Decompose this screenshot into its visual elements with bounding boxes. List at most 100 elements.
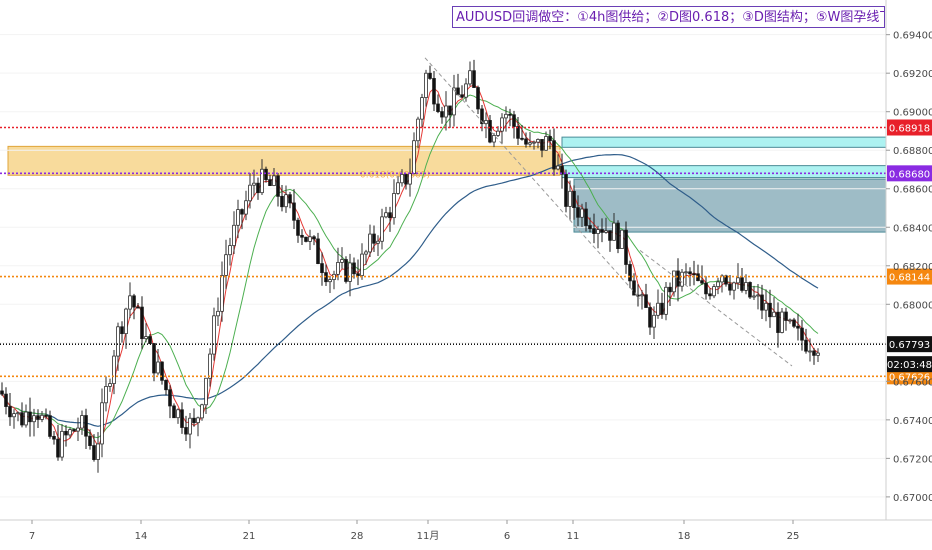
x-tick-label: 6 (504, 531, 510, 542)
candle-body (56, 438, 60, 458)
candle-body (744, 282, 748, 291)
candle-body (4, 393, 8, 407)
level-label: 0.68144 (889, 273, 930, 284)
x-tick-label: 21 (243, 531, 256, 542)
candle-body (16, 412, 20, 415)
candle-body (76, 427, 80, 432)
zone-orange (7, 145, 561, 176)
y-tick-label: 0.67200 (893, 454, 932, 465)
candle-body (256, 182, 260, 194)
candle-body (732, 282, 736, 291)
candle-body (452, 87, 456, 116)
candle-body (112, 355, 116, 384)
candle-body (164, 379, 168, 391)
candle-body (88, 435, 92, 446)
candle-body (120, 326, 124, 335)
candle-body (340, 259, 344, 263)
candle-body (132, 295, 136, 308)
candle-body (676, 270, 680, 287)
candle-body (416, 118, 420, 142)
candle-body (644, 294, 648, 308)
candles-layer (0, 59, 820, 473)
candle-body (116, 326, 120, 357)
x-tick-label: 7 (29, 531, 35, 542)
candle-body (596, 229, 600, 234)
candle-body (532, 141, 536, 144)
candle-body (272, 175, 276, 186)
candle-body (444, 105, 448, 118)
candle-body (224, 254, 228, 276)
level-label: 0.67793 (889, 340, 930, 351)
candle-body (68, 429, 72, 436)
candle-body (268, 179, 272, 186)
candle-body (508, 113, 512, 116)
fib-label: 0.618(0.68665) (360, 170, 430, 180)
levels-layer: 0.68918 0.68680 0.68144 0.67793 0.6762602:03… (0, 119, 932, 385)
trend-lines (424, 57, 793, 367)
level-badge (887, 268, 932, 285)
level-label: 0.67626 (889, 372, 930, 383)
candle-body (624, 229, 628, 265)
x-tick-label: 25 (787, 531, 800, 542)
y-tick-label: 0.67400 (893, 416, 932, 427)
candle-body (20, 412, 24, 426)
candle-body (616, 222, 620, 249)
candle-body (572, 190, 576, 209)
candle-body (280, 195, 284, 208)
candle-body (200, 404, 204, 419)
level-badge (887, 368, 932, 385)
y-tick-label: 0.69000 (893, 108, 932, 119)
candle-body (664, 286, 668, 315)
candle-body (380, 216, 384, 242)
candle-body (228, 245, 232, 256)
candle-body (632, 280, 636, 296)
candle-body (608, 230, 612, 241)
trend-line-lower (639, 249, 793, 367)
candle-body (284, 194, 288, 208)
candle-body (464, 83, 468, 98)
candle-body (176, 409, 180, 419)
countdown-badge (887, 356, 932, 373)
time-axis: 7 14 21 28 11月 6 11 18 25 (29, 520, 800, 542)
candle-body (412, 140, 416, 175)
candle-body (736, 277, 740, 284)
trend-line-upper (424, 57, 641, 299)
candle-body (680, 271, 684, 287)
candle-body (300, 234, 304, 238)
candle-body (336, 262, 340, 275)
candle-body (148, 336, 152, 344)
candle-body (564, 173, 568, 207)
candle-body (804, 339, 808, 352)
level-label: 0.68680 (889, 169, 930, 180)
candle-body (436, 103, 440, 113)
candle-body (372, 233, 376, 244)
candle-body (740, 277, 744, 291)
candle-body (552, 140, 556, 170)
candle-body (316, 238, 320, 265)
candle-body (168, 389, 172, 407)
candle-body (652, 314, 656, 328)
candle-body (220, 275, 224, 312)
x-tick-label: 18 (678, 531, 691, 542)
level-badge (887, 336, 932, 353)
candle-body (348, 262, 352, 282)
candle-body (408, 173, 412, 185)
candle-body (604, 230, 608, 233)
candle-body (172, 405, 176, 419)
candle-body (376, 240, 380, 244)
candle-body (620, 229, 624, 249)
candle-body (588, 225, 592, 230)
candle-body (540, 139, 544, 151)
candle-body (356, 273, 360, 277)
zone-cyan (561, 136, 887, 148)
zones-layer: 0.618(0.68665) (7, 136, 887, 233)
candle-body (548, 136, 552, 142)
candle-body (296, 219, 300, 236)
candle-body (64, 430, 68, 436)
candle-body (656, 302, 660, 316)
candle-body (312, 236, 316, 240)
candle-body (156, 361, 160, 374)
candle-body (344, 259, 348, 282)
candle-body (292, 202, 296, 221)
